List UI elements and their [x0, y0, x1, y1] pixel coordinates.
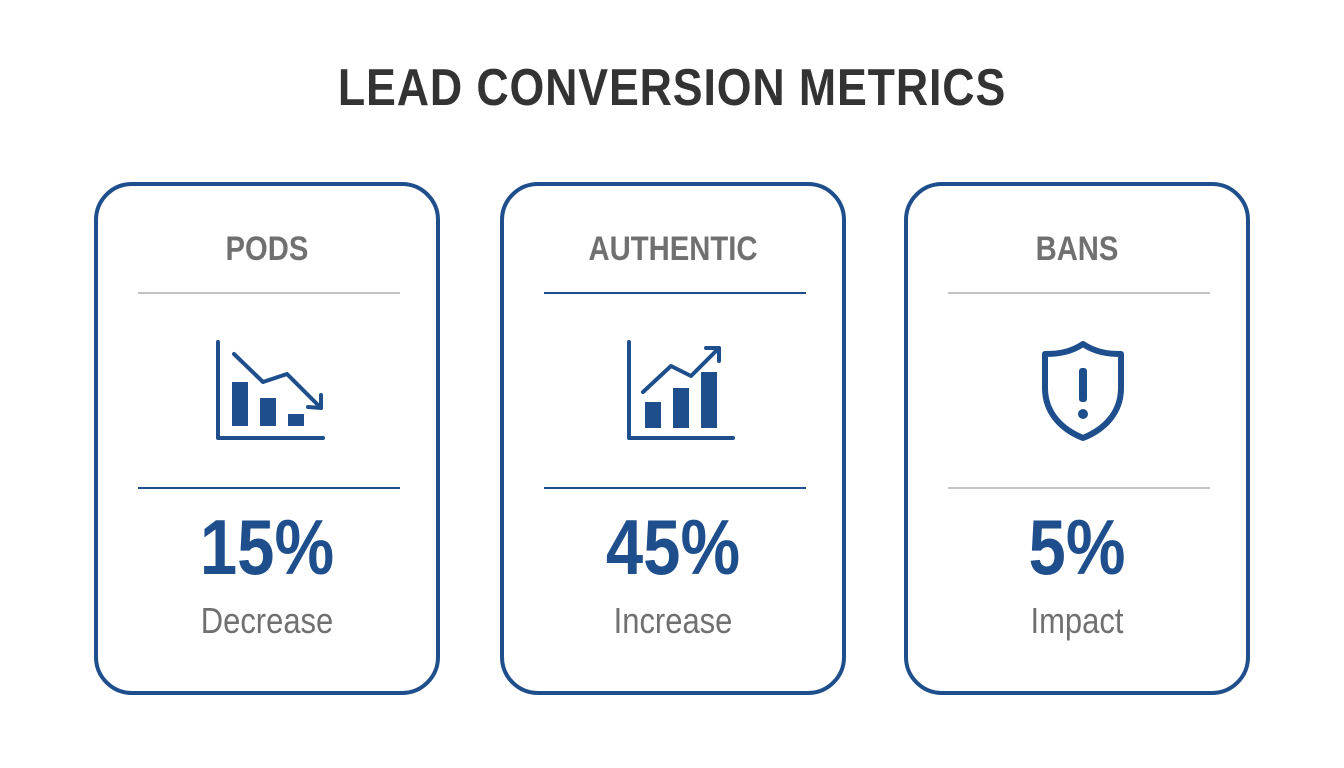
card-label: AUTHENTIC — [588, 230, 758, 268]
divider — [948, 487, 1210, 489]
divider — [544, 292, 806, 294]
bar-chart-up-icon — [607, 336, 747, 446]
bar-chart-down-icon — [201, 336, 341, 446]
metric-value: 45% — [605, 503, 741, 591]
metric-caption: Increase — [613, 600, 733, 641]
metric-value: 5% — [1028, 503, 1126, 591]
page-title: LEAD CONVERSION METRICS — [337, 59, 1007, 117]
divider — [138, 292, 400, 294]
divider — [544, 487, 806, 489]
divider — [138, 487, 400, 489]
shield-alert-icon — [1011, 336, 1151, 446]
metric-value: 15% — [199, 503, 335, 591]
metric-caption: Impact — [1030, 600, 1124, 641]
card-label: BANS — [1035, 230, 1119, 268]
metric-card-pods: PODS 15% Decrease — [94, 182, 440, 695]
card-label: PODS — [225, 230, 309, 268]
metric-card-authentic: AUTHENTIC 45% Increase — [500, 182, 846, 695]
metric-caption: Decrease — [200, 600, 334, 641]
divider — [948, 292, 1210, 294]
metric-card-bans: BANS 5% Impact — [904, 182, 1250, 695]
